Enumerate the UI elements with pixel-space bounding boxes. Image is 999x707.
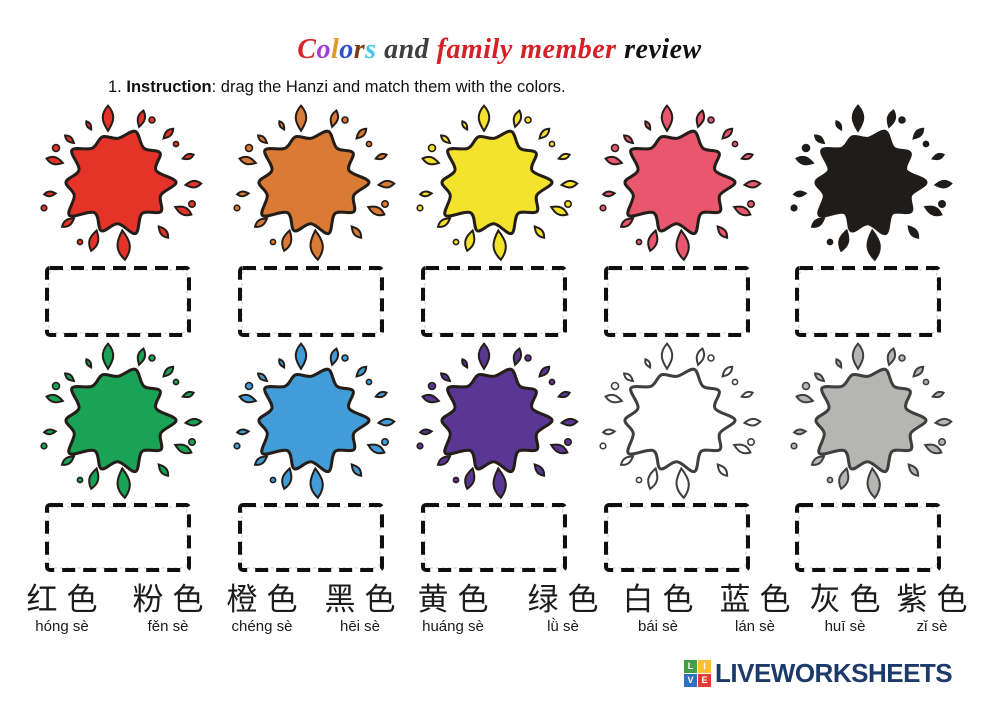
drop-zone-pink[interactable]: [604, 266, 750, 337]
paint-splat-green-icon: [40, 342, 203, 500]
logo-tile-v: V: [684, 674, 697, 687]
paint-splat-yellow-icon: [416, 104, 579, 262]
pinyin-text: fěn sè: [147, 617, 189, 635]
title-segment: s: [365, 34, 377, 65]
drop-zone-blue[interactable]: [238, 503, 384, 572]
title-segment: o: [339, 34, 354, 65]
pinyin-text: hēi sè: [339, 617, 381, 635]
hanzi-text: 红色: [26, 582, 107, 618]
logo-tile-e: E: [698, 674, 711, 687]
hanzi-tile-purple[interactable]: 紫色 zǐ sè: [874, 584, 990, 635]
hanzi-tile-yellow[interactable]: 黄色 huáng sè: [395, 584, 511, 635]
paint-splat-pink-icon: [599, 104, 762, 262]
pinyin-text: lǜ sè: [547, 617, 579, 635]
hanzi-text: 绿色: [527, 582, 608, 618]
paint-splat-blue-icon: [233, 342, 396, 500]
drop-zone-orange[interactable]: [238, 266, 384, 337]
drop-zone-gray[interactable]: [795, 503, 941, 572]
drop-zone-green[interactable]: [45, 503, 191, 572]
title-segment: l: [330, 34, 340, 65]
hanzi-tile-gray[interactable]: 灰色 huī sè: [787, 584, 903, 635]
instruction-rest: : drag the Hanzi and match them with the…: [211, 78, 566, 96]
hanzi-text: 紫色: [896, 582, 977, 618]
pinyin-text: lán sè: [734, 617, 776, 635]
hanzi-text: 黑色: [324, 582, 405, 618]
title-segment: o: [316, 34, 331, 65]
title-segment: and: [376, 34, 437, 65]
paint-splat-black-icon: [790, 104, 953, 262]
hanzi-text: 蓝色: [719, 582, 800, 618]
hanzi-text: 橙色: [226, 582, 307, 618]
title-segment: C: [297, 34, 317, 65]
hanzi-text: 灰色: [809, 582, 890, 618]
title-segment: family member: [436, 34, 625, 65]
hanzi-text: 白色: [622, 582, 703, 618]
drop-zone-red[interactable]: [45, 266, 191, 337]
hanzi-text: 黄色: [417, 582, 498, 618]
instruction-text: 1. Instruction: drag the Hanzi and match…: [108, 78, 566, 97]
pinyin-text: huī sè: [824, 617, 866, 635]
pinyin-text: hóng sè: [35, 617, 89, 635]
logo-tile-i: I: [698, 660, 711, 673]
drop-zone-black[interactable]: [795, 266, 941, 337]
pinyin-text: huáng sè: [422, 617, 484, 635]
hanzi-tile-red[interactable]: 红色 hóng sè: [4, 584, 120, 635]
pinyin-text: chéng sè: [231, 617, 293, 635]
hanzi-tile-green[interactable]: 绿色 lǜ sè: [505, 584, 621, 635]
page-title: Colors and family member review: [0, 34, 999, 66]
liveworksheets-wordmark: LIVEWORKSHEETS: [715, 658, 953, 688]
drop-zone-purple[interactable]: [421, 503, 567, 572]
hanzi-tile-pink[interactable]: 粉色 fěn sè: [110, 584, 226, 635]
hanzi-tile-blue[interactable]: 蓝色 lán sè: [697, 584, 813, 635]
paint-splat-orange-icon: [233, 104, 396, 262]
logo-tile-l: L: [684, 660, 697, 673]
title-segment: r: [353, 34, 366, 65]
drop-zone-white[interactable]: [604, 503, 750, 572]
paint-splat-red-icon: [40, 104, 203, 262]
drop-zone-yellow[interactable]: [421, 266, 567, 337]
hanzi-tile-black[interactable]: 黑色 hēi sè: [302, 584, 418, 635]
pinyin-text: bái sè: [637, 617, 679, 635]
instruction-number: 1.: [108, 78, 127, 96]
pinyin-text: zǐ sè: [916, 617, 948, 635]
hanzi-tile-white[interactable]: 白色 bái sè: [600, 584, 716, 635]
paint-splat-white-icon: [599, 342, 762, 500]
paint-splat-purple-icon: [416, 342, 579, 500]
hanzi-tile-orange[interactable]: 橙色 chéng sè: [204, 584, 320, 635]
title-segment: review: [624, 34, 702, 65]
paint-splat-gray-icon: [790, 342, 953, 500]
hanzi-text: 粉色: [132, 582, 213, 618]
instruction-label: Instruction: [126, 78, 212, 96]
